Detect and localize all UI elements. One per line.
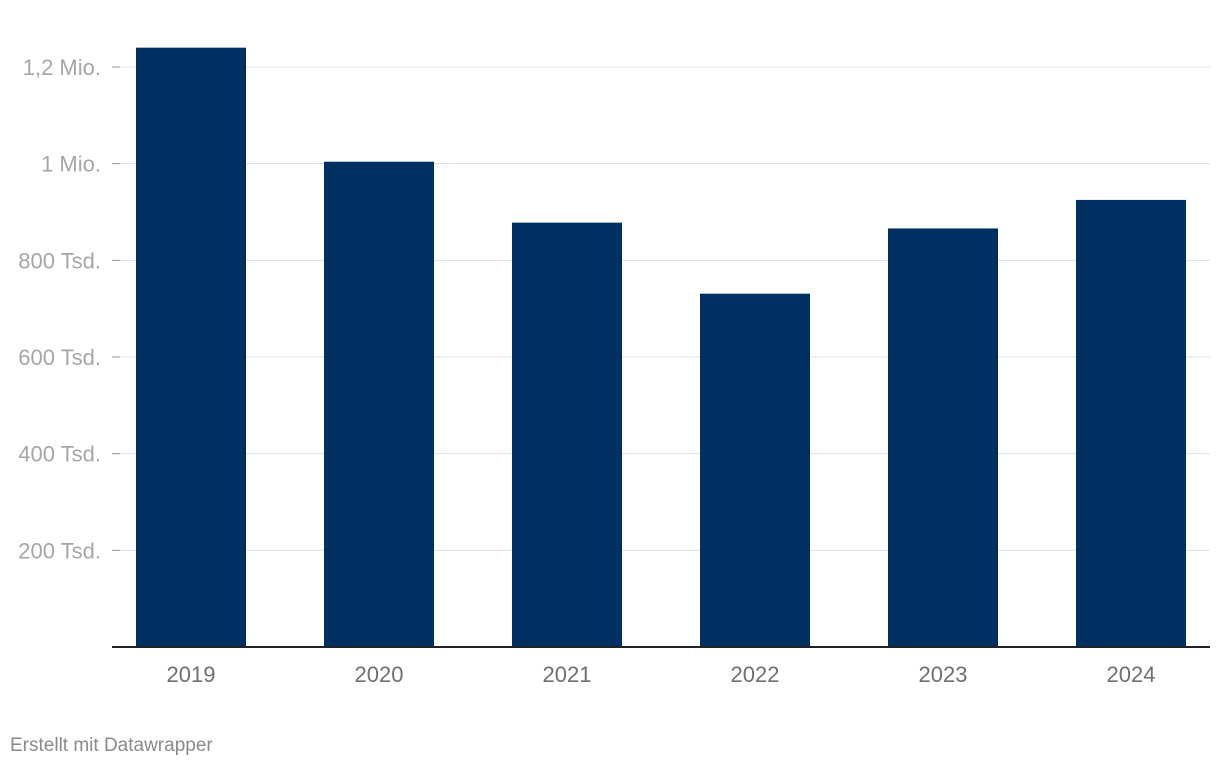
bar-2021 — [512, 222, 622, 647]
y-tick-label: 200 Tsd. — [18, 538, 101, 563]
x-tick-label: 2020 — [355, 662, 404, 687]
y-tick-label: 800 Tsd. — [18, 248, 101, 273]
x-tick-label: 2022 — [731, 662, 780, 687]
bar-2019 — [136, 47, 246, 647]
y-tick-label: 600 Tsd. — [18, 345, 101, 370]
x-tick-label: 2024 — [1107, 662, 1156, 687]
y-tick-label: 1,2 Mio. — [23, 55, 101, 80]
bar-2023 — [888, 228, 998, 647]
bar-2024 — [1076, 199, 1186, 647]
bar-2022 — [700, 293, 810, 647]
x-tick-label: 2019 — [167, 662, 216, 687]
x-axis: 2019 2020 2021 2022 2023 2024 — [167, 662, 1156, 687]
y-tick-label: 400 Tsd. — [18, 442, 101, 467]
bars — [136, 47, 1186, 647]
y-axis: 1,2 Mio. 1 Mio. 800 Tsd. 600 Tsd. 400 Tsd. 20… — [18, 55, 120, 563]
y-tick-label: 1 Mio. — [41, 152, 101, 177]
x-tick-label: 2023 — [919, 662, 968, 687]
bar-2020 — [324, 161, 434, 647]
x-tick-label: 2021 — [543, 662, 592, 687]
datawrapper-credit: Erstellt mit Datawrapper — [10, 735, 213, 756]
gridlines — [112, 66, 1210, 551]
